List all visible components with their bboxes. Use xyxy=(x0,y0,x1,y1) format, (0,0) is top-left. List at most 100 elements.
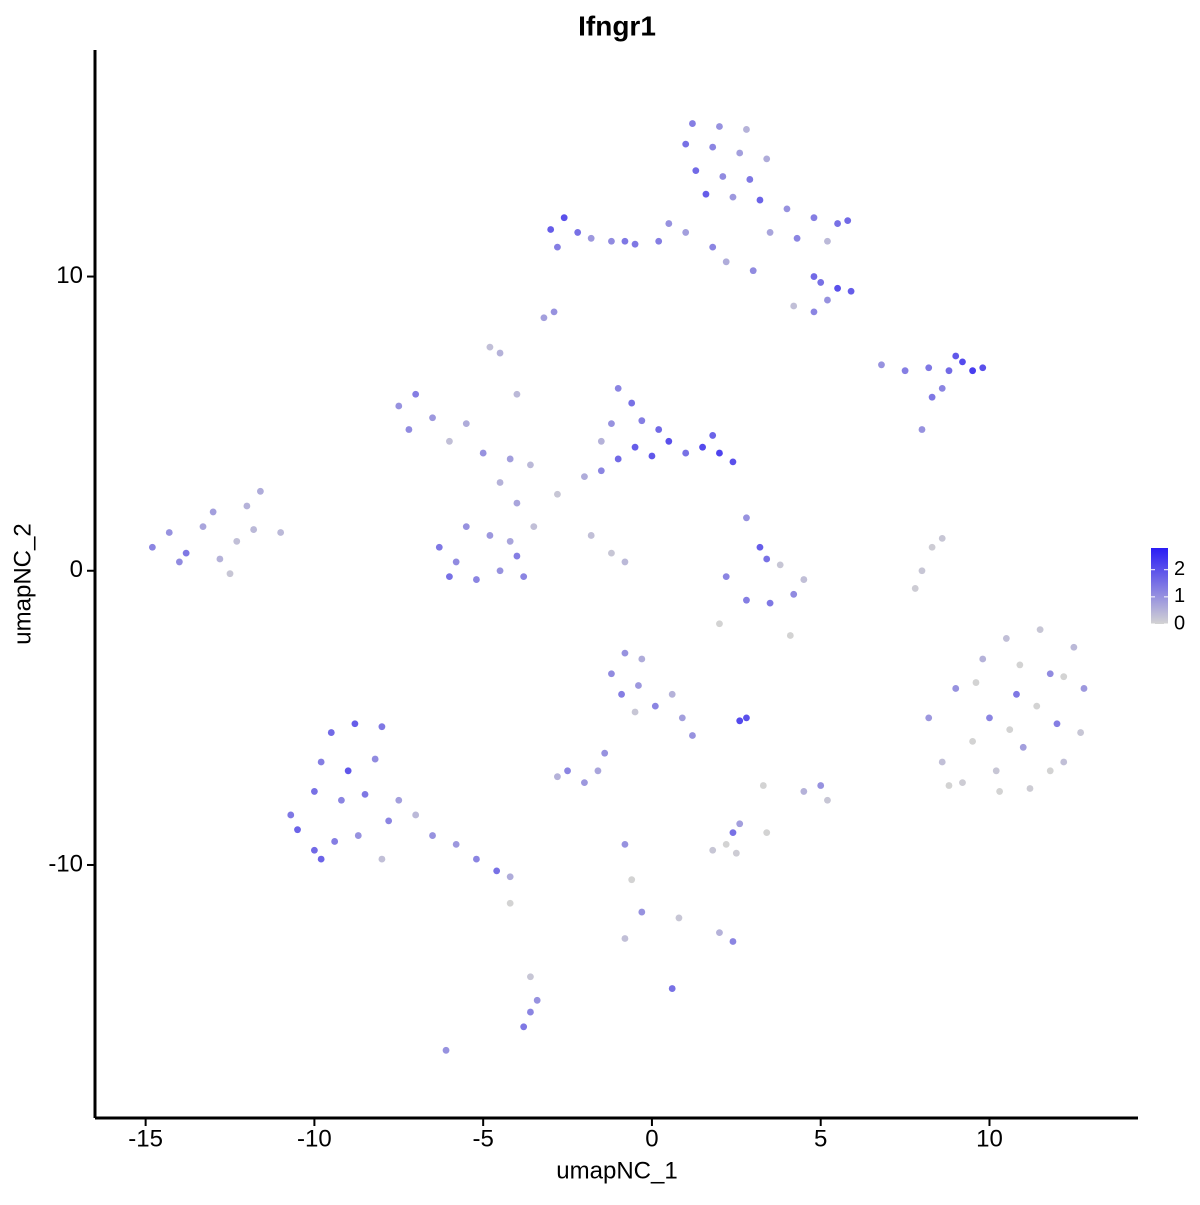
point xyxy=(594,767,602,775)
colorbar-tick-label: 0 xyxy=(1174,612,1185,634)
point xyxy=(621,935,629,942)
point xyxy=(969,367,977,375)
point xyxy=(182,549,190,557)
point xyxy=(766,599,774,607)
point xyxy=(216,555,224,563)
point xyxy=(587,234,595,242)
point xyxy=(682,140,690,148)
point xyxy=(786,632,794,639)
point xyxy=(530,523,538,531)
point xyxy=(810,214,818,222)
point xyxy=(621,237,629,245)
point xyxy=(496,479,504,486)
point xyxy=(628,876,636,884)
point xyxy=(1002,635,1010,642)
point xyxy=(338,796,345,804)
point xyxy=(729,193,737,201)
x-tick-label: -5 xyxy=(472,1125,493,1152)
point xyxy=(992,767,1000,775)
point xyxy=(435,543,443,551)
point xyxy=(311,788,318,795)
point xyxy=(385,817,393,825)
point xyxy=(763,555,771,563)
point xyxy=(1033,702,1041,710)
point xyxy=(928,393,936,401)
point xyxy=(716,449,723,457)
y-axis-label: umapNC_2 xyxy=(9,523,36,644)
point xyxy=(729,458,737,466)
point xyxy=(952,685,960,692)
point xyxy=(979,655,987,663)
point xyxy=(527,461,534,469)
point xyxy=(462,420,470,428)
point xyxy=(429,414,436,422)
point xyxy=(452,840,460,848)
point xyxy=(621,840,629,848)
point xyxy=(959,358,966,366)
point xyxy=(564,767,571,775)
point xyxy=(655,426,663,433)
point xyxy=(317,758,325,766)
point xyxy=(540,314,548,322)
point xyxy=(732,849,740,857)
point xyxy=(834,220,841,227)
point xyxy=(651,702,659,710)
point xyxy=(277,529,285,536)
point xyxy=(486,532,494,539)
point xyxy=(1077,729,1085,736)
point xyxy=(709,243,717,251)
point xyxy=(938,534,946,542)
point xyxy=(527,1008,534,1016)
point xyxy=(638,417,646,425)
point xyxy=(702,190,710,198)
y-tick-label: -10 xyxy=(48,850,83,877)
point xyxy=(533,996,541,1004)
point xyxy=(429,832,436,839)
point xyxy=(351,720,359,728)
point xyxy=(709,846,717,854)
point xyxy=(709,143,717,151)
point xyxy=(1019,743,1027,751)
point xyxy=(969,738,977,745)
point xyxy=(722,840,730,848)
point xyxy=(631,443,639,451)
point xyxy=(668,985,676,992)
point xyxy=(597,437,605,445)
point xyxy=(209,508,217,516)
point xyxy=(506,455,514,463)
point xyxy=(810,273,818,280)
point xyxy=(618,690,625,698)
colorbar-tick-label: 1 xyxy=(1174,585,1185,607)
point xyxy=(722,258,730,266)
point xyxy=(554,243,561,251)
point xyxy=(925,364,933,372)
point xyxy=(412,811,420,819)
point xyxy=(729,938,737,945)
point xyxy=(513,390,521,398)
point xyxy=(327,729,335,736)
point xyxy=(901,367,909,375)
point xyxy=(581,473,588,481)
chart-title: Ifngr1 xyxy=(578,10,656,41)
point xyxy=(560,214,568,222)
point xyxy=(1006,726,1014,734)
point xyxy=(496,349,504,357)
point xyxy=(243,502,251,510)
point xyxy=(294,826,301,834)
point xyxy=(783,205,791,213)
point xyxy=(1070,643,1078,651)
point xyxy=(682,449,690,457)
point xyxy=(601,749,609,757)
point xyxy=(810,308,818,316)
point xyxy=(371,755,379,763)
point xyxy=(716,929,723,937)
point xyxy=(959,779,966,786)
point xyxy=(668,690,676,698)
point xyxy=(824,796,831,804)
point xyxy=(405,426,413,433)
point xyxy=(527,973,534,981)
x-tick-label: 10 xyxy=(976,1125,1003,1152)
point xyxy=(817,782,825,789)
point xyxy=(716,620,723,628)
